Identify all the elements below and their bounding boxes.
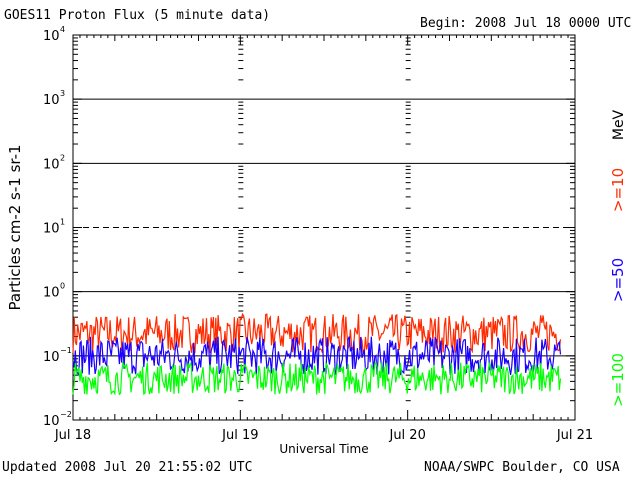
x-tick-label: Jul 19	[221, 428, 258, 443]
source-credit: NOAA/SWPC Boulder, CO USA	[424, 460, 620, 475]
y-tick-exponent: 4	[60, 25, 65, 34]
begin-date: Begin: 2008 Jul 18 0000 UTC	[420, 16, 632, 31]
series-line	[72, 360, 562, 396]
y-tick-label: 10	[43, 222, 60, 237]
x-tick-label: Jul 18	[54, 428, 91, 443]
legend-unit: MeV	[611, 109, 627, 140]
y-tick-label: 10	[43, 414, 60, 429]
y-tick-label: 10	[43, 350, 60, 365]
chart-title: GOES11 Proton Flux (5 minute data)	[4, 8, 271, 23]
y-tick-label: 10	[43, 93, 60, 108]
y-tick-exponent: −1	[60, 346, 72, 355]
y-tick-exponent: −2	[60, 410, 72, 419]
y-tick-label: 10	[43, 29, 60, 44]
y-tick-exponent: 1	[60, 218, 65, 227]
y-axis-label: Particles cm-2 s-1 sr-1	[6, 144, 24, 310]
y-tick-label: 10	[43, 286, 60, 301]
legend-entry: >=10	[609, 168, 627, 212]
legend-entry: >=50	[609, 258, 627, 302]
y-tick-exponent: 3	[60, 89, 65, 98]
x-axis-label: Universal Time	[279, 442, 368, 456]
legend-entry: >=100	[609, 353, 627, 407]
x-tick-label: Jul 21	[556, 428, 593, 443]
y-tick-exponent: 0	[60, 282, 65, 291]
updated-timestamp: Updated 2008 Jul 20 21:55:02 UTC	[2, 460, 253, 475]
x-tick-label: Jul 20	[388, 428, 425, 443]
y-tick-label: 10	[43, 157, 60, 172]
y-tick-exponent: 2	[60, 153, 65, 162]
